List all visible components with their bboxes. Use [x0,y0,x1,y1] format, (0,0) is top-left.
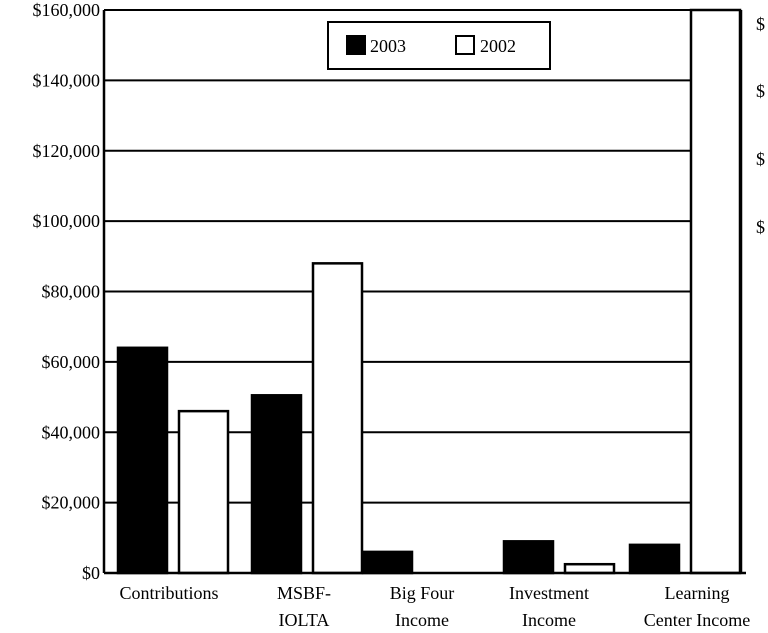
right-edge-label: $ [756,14,765,34]
y-tick-label: $20,000 [42,493,101,513]
x-tick-label: IOLTA [279,610,330,630]
bar-2003-4 [628,543,681,575]
right-edge-label: $ [756,217,765,237]
y-tick-label: $120,000 [33,141,101,161]
y-tick-label: $60,000 [42,352,101,372]
legend: 2003 2002 [327,21,551,70]
legend-swatch-2002 [455,35,475,55]
y-tick-label: $40,000 [42,422,101,442]
right-edge-label: $ [756,81,765,101]
x-tick-label: Contributions [119,583,218,603]
right-edge-labels: $ $ $ $ [756,14,765,237]
x-tick-label: Center Income [644,610,750,630]
bar-2003-3 [502,540,555,575]
bar-2002-0 [177,409,230,575]
y-tick-label: $80,000 [42,282,101,302]
bar-2003-1 [250,394,303,575]
plot-frame [102,9,746,575]
legend-swatch-2003 [346,35,366,55]
x-tick-label: Investment [509,583,589,603]
x-tick-label: Big Four [390,583,455,603]
y-axis: $0 $20,000 $40,000 $60,000 $80,000 $100,000 $1… [33,0,101,583]
legend-label-2002: 2002 [480,36,516,56]
x-tick-label: MSBF- [277,583,331,603]
x-tick-label: Learning [665,583,730,603]
x-tick-label: Income [522,610,576,630]
bar-2003-2 [361,550,414,575]
y-tick-label: $0 [82,563,100,583]
right-edge-label: $ [756,149,765,169]
bar-2002-1 [311,262,364,575]
x-axis: Contributions MSBF- IOLTA Big Four Income Inv… [119,583,750,630]
y-tick-label: $140,000 [33,70,101,90]
y-tick-label: $100,000 [33,211,101,231]
x-tick-label: Income [395,610,449,630]
bar-2003-0 [116,346,169,575]
bar-2002-3 [563,562,616,575]
bar-2002-4 [689,8,742,575]
y-tick-label: $160,000 [33,0,101,20]
legend-label-2003: 2003 [370,36,406,56]
